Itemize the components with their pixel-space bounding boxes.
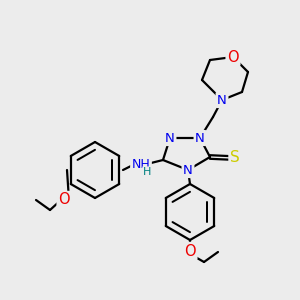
Text: N: N — [195, 131, 205, 145]
Text: O: O — [227, 50, 239, 64]
Text: N: N — [183, 164, 193, 176]
Text: O: O — [58, 193, 70, 208]
Text: N: N — [217, 94, 227, 106]
Text: H: H — [143, 167, 151, 177]
Text: O: O — [184, 244, 196, 259]
Text: N: N — [165, 131, 175, 145]
Text: S: S — [230, 151, 240, 166]
Text: NH: NH — [132, 158, 150, 170]
